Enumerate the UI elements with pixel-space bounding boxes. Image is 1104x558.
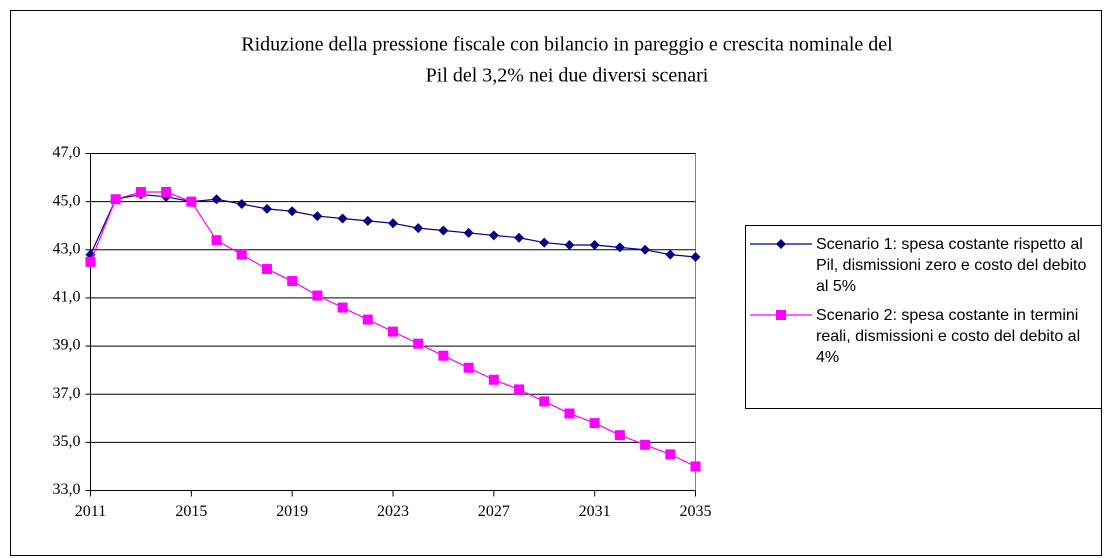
marker xyxy=(614,430,625,441)
legend-entry: Scenario 2: spesa costante in termini re… xyxy=(750,305,1101,368)
marker xyxy=(640,439,651,450)
marker xyxy=(438,350,449,361)
marker xyxy=(776,239,786,249)
x-tick-label: 2035 xyxy=(680,503,712,520)
marker xyxy=(261,264,272,275)
chart-title: Pil del 3,2% nei due diversi scenari xyxy=(426,65,709,87)
marker xyxy=(776,310,786,320)
marker xyxy=(589,239,600,250)
legend-label: Scenario 2: spesa costante in termini re… xyxy=(816,307,1081,366)
x-tick-label: 2011 xyxy=(75,503,106,520)
marker xyxy=(211,194,222,205)
y-tick-label: 39,0 xyxy=(53,337,81,354)
marker xyxy=(514,384,525,395)
marker xyxy=(488,374,499,385)
marker xyxy=(539,237,550,248)
marker xyxy=(413,223,424,234)
marker xyxy=(564,408,575,419)
chart-title: Riduzione della pressione fiscale con bi… xyxy=(241,34,893,56)
y-tick-label: 35,0 xyxy=(53,433,81,450)
marker xyxy=(589,418,600,429)
marker xyxy=(110,194,121,205)
marker xyxy=(388,218,398,229)
marker xyxy=(665,449,676,460)
marker xyxy=(438,225,449,236)
marker xyxy=(211,235,222,246)
marker xyxy=(665,249,676,260)
y-tick-label: 45,0 xyxy=(53,192,81,209)
marker xyxy=(236,199,247,210)
marker xyxy=(287,206,298,217)
marker xyxy=(463,362,474,373)
y-tick-label: 43,0 xyxy=(53,240,81,257)
marker xyxy=(690,461,701,472)
marker xyxy=(161,187,172,198)
y-tick-label: 33,0 xyxy=(53,481,81,498)
marker xyxy=(186,196,197,207)
x-tick-label: 2019 xyxy=(276,503,308,520)
legend-swatch xyxy=(750,310,812,320)
x-tick-label: 2023 xyxy=(377,503,409,520)
marker xyxy=(312,290,323,301)
y-tick-label: 47,0 xyxy=(53,144,81,161)
x-tick-label: 2031 xyxy=(579,503,611,520)
marker xyxy=(362,215,373,226)
legend: Scenario 1: spesa costante rispetto al P… xyxy=(745,225,1102,409)
marker xyxy=(236,249,247,260)
marker xyxy=(640,244,651,255)
marker xyxy=(564,239,575,250)
marker xyxy=(488,230,499,241)
marker xyxy=(362,314,373,325)
marker xyxy=(388,326,398,337)
y-tick-label: 41,0 xyxy=(53,289,81,306)
marker xyxy=(690,252,701,263)
marker xyxy=(312,211,323,222)
x-tick-label: 2015 xyxy=(175,503,207,520)
marker xyxy=(261,203,272,214)
legend-label: Scenario 1: spesa costante rispetto al P… xyxy=(816,236,1087,295)
y-tick-label: 37,0 xyxy=(53,385,81,402)
marker xyxy=(135,187,146,198)
marker xyxy=(514,232,525,243)
marker xyxy=(337,302,348,313)
marker xyxy=(413,338,424,349)
marker xyxy=(539,396,550,407)
legend-swatch xyxy=(750,239,812,249)
marker xyxy=(614,242,625,253)
marker xyxy=(287,276,298,287)
x-tick-label: 2027 xyxy=(478,503,510,520)
legend-entry: Scenario 1: spesa costante rispetto al P… xyxy=(750,234,1101,297)
marker xyxy=(463,227,474,238)
plot-area xyxy=(90,153,696,491)
marker xyxy=(337,213,348,224)
marker xyxy=(85,256,96,267)
